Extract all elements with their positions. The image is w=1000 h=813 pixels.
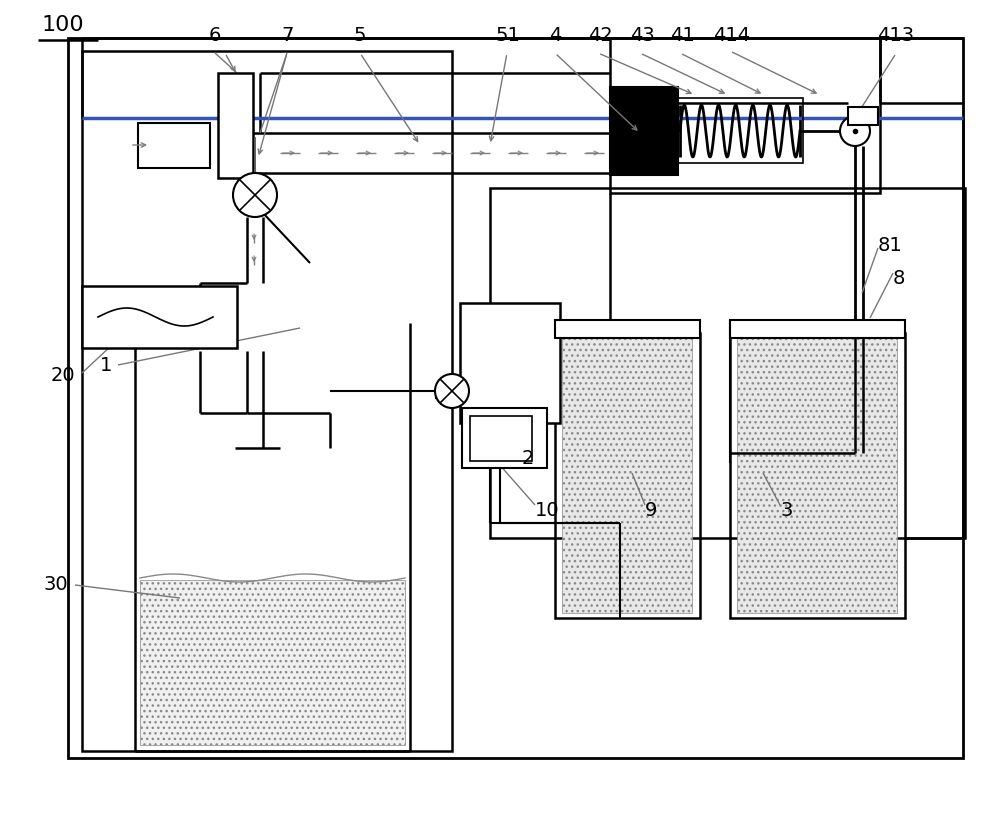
Text: 100: 100 bbox=[42, 15, 85, 35]
Bar bbox=[737, 338, 897, 613]
Text: 413: 413 bbox=[877, 25, 915, 45]
Bar bbox=[82, 286, 237, 348]
Bar bbox=[490, 188, 965, 538]
Text: 9: 9 bbox=[645, 502, 657, 520]
Bar bbox=[610, 87, 678, 175]
Text: 5: 5 bbox=[354, 25, 366, 45]
Bar bbox=[68, 38, 963, 758]
Text: 7: 7 bbox=[282, 25, 294, 45]
Circle shape bbox=[233, 173, 277, 217]
Text: 1: 1 bbox=[100, 355, 112, 375]
Text: 43: 43 bbox=[630, 25, 654, 45]
Bar bbox=[555, 333, 700, 618]
Text: 42: 42 bbox=[588, 25, 612, 45]
Circle shape bbox=[840, 116, 870, 146]
Bar bbox=[218, 73, 253, 178]
Bar bbox=[730, 333, 905, 618]
Bar bbox=[610, 38, 880, 193]
Bar bbox=[730, 320, 905, 338]
Text: 2: 2 bbox=[522, 449, 534, 467]
Text: 8: 8 bbox=[893, 268, 905, 288]
Bar bbox=[562, 338, 692, 613]
Text: 20: 20 bbox=[50, 366, 75, 385]
Text: 81: 81 bbox=[878, 236, 903, 254]
Bar bbox=[470, 416, 532, 461]
Text: 3: 3 bbox=[780, 502, 792, 520]
Bar bbox=[460, 303, 560, 423]
Bar bbox=[82, 51, 452, 751]
Bar bbox=[848, 107, 878, 125]
Bar bbox=[678, 98, 803, 163]
Bar bbox=[462, 408, 547, 468]
Text: 51: 51 bbox=[496, 25, 520, 45]
Bar bbox=[140, 580, 405, 745]
Text: 41: 41 bbox=[670, 25, 694, 45]
Bar bbox=[138, 123, 210, 168]
Text: 414: 414 bbox=[713, 25, 751, 45]
Circle shape bbox=[435, 374, 469, 408]
Text: 6: 6 bbox=[209, 25, 221, 45]
Text: 30: 30 bbox=[43, 576, 68, 594]
Text: 4: 4 bbox=[549, 25, 561, 45]
Bar bbox=[555, 320, 700, 338]
Text: 10: 10 bbox=[535, 502, 560, 520]
